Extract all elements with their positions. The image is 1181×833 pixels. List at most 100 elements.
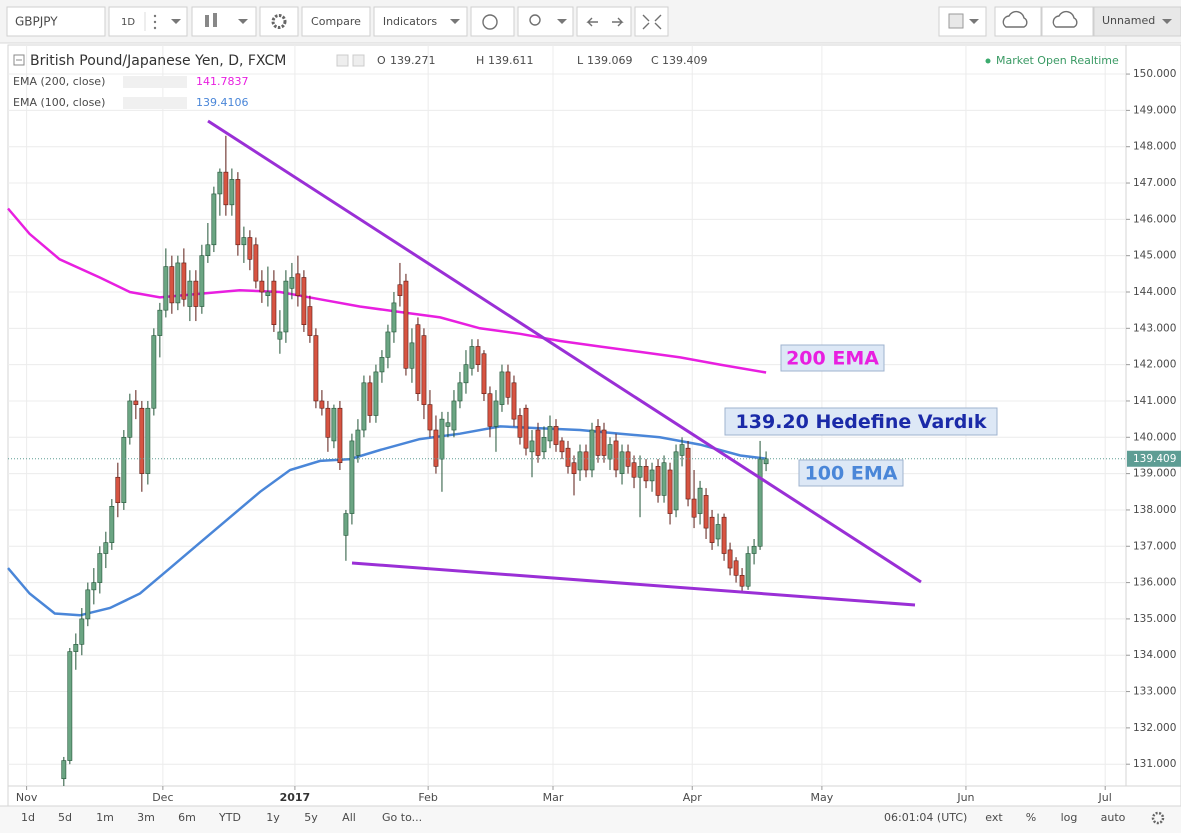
candle-body bbox=[151, 335, 157, 409]
candle-body bbox=[721, 516, 727, 554]
layout[interactable]: Unnamed bbox=[1102, 14, 1155, 27]
candle-body bbox=[157, 309, 163, 336]
range-button[interactable]: YTD bbox=[218, 811, 241, 824]
load-layout[interactable] bbox=[994, 6, 1042, 37]
option-button[interactable]: auto bbox=[1101, 811, 1126, 824]
candle-body bbox=[709, 516, 715, 543]
settings-button[interactable] bbox=[259, 6, 299, 37]
x-tick-label: Dec bbox=[152, 791, 173, 804]
indicators[interactable]: Indicators bbox=[383, 15, 438, 28]
chart-title: British Pound/Japanese Yen, D, FXCM bbox=[30, 53, 286, 69]
alert-button[interactable] bbox=[470, 6, 515, 37]
candle-body bbox=[145, 407, 151, 474]
candle-body bbox=[217, 171, 223, 195]
y-tick-label: 150.000 bbox=[1133, 68, 1176, 80]
y-tick-label: 149.000 bbox=[1133, 104, 1176, 116]
candle-body bbox=[241, 237, 247, 246]
x-tick-label: 2017 bbox=[280, 791, 311, 804]
symbol-button[interactable]: GBPJPY bbox=[6, 6, 106, 37]
candle-body bbox=[409, 342, 415, 369]
legend-button[interactable] bbox=[336, 54, 349, 67]
interval[interactable]: 1D bbox=[121, 17, 135, 28]
candle-body bbox=[187, 280, 193, 307]
candle-body bbox=[73, 644, 79, 652]
candle-body bbox=[595, 426, 601, 456]
candle-body bbox=[601, 429, 607, 456]
candle-body bbox=[697, 487, 703, 514]
candle-body bbox=[229, 179, 235, 206]
option-button[interactable]: ext bbox=[985, 811, 1003, 824]
interval-button[interactable]: 1D bbox=[108, 6, 188, 37]
compare-button[interactable]: Compare bbox=[301, 6, 371, 37]
indicator-buttons[interactable] bbox=[123, 97, 187, 109]
fullscreen-button[interactable] bbox=[634, 6, 669, 37]
plot bbox=[7, 135, 1125, 786]
range-button[interactable]: 1m bbox=[96, 811, 114, 824]
save-layout[interactable] bbox=[1041, 6, 1094, 37]
indicator-name: EMA (200, close) bbox=[13, 75, 105, 88]
candle-body bbox=[259, 280, 265, 293]
range-button[interactable]: 6m bbox=[178, 811, 196, 824]
y-tick-label: 145.000 bbox=[1133, 250, 1176, 262]
layout-name[interactable]: Unnamed bbox=[1093, 6, 1181, 37]
y-tick-label: 134.000 bbox=[1133, 649, 1176, 661]
candle-body bbox=[535, 429, 541, 456]
candle-body bbox=[313, 335, 319, 402]
compare[interactable]: Compare bbox=[311, 15, 361, 28]
candle-body bbox=[121, 436, 127, 503]
candle-body bbox=[757, 458, 763, 547]
market-status: Market Open Realtime bbox=[996, 54, 1119, 67]
candle-body bbox=[247, 237, 253, 260]
candle-body bbox=[61, 760, 67, 780]
candle-body bbox=[397, 284, 403, 296]
range-button[interactable]: 1d bbox=[21, 811, 35, 824]
undo-redo[interactable] bbox=[576, 6, 632, 37]
chart-style-button[interactable] bbox=[191, 6, 257, 37]
candle-body bbox=[343, 513, 349, 536]
range-button[interactable]: 5d bbox=[58, 811, 72, 824]
candle-body bbox=[763, 458, 769, 465]
candle-body bbox=[211, 193, 217, 246]
y-tick-label: 137.000 bbox=[1133, 540, 1176, 552]
candle-body bbox=[115, 476, 121, 503]
annotation-text: 139.20 Hedefine Vardık bbox=[736, 411, 987, 433]
footer-settings[interactable] bbox=[1151, 811, 1165, 825]
candle-body bbox=[367, 382, 373, 416]
candle-body bbox=[673, 451, 679, 511]
y-tick-label: 133.000 bbox=[1133, 686, 1176, 698]
x-tick-label: May bbox=[811, 791, 834, 804]
option-button[interactable]: % bbox=[1026, 811, 1036, 824]
candle-body bbox=[445, 422, 451, 427]
candle-body bbox=[649, 469, 655, 482]
symbol[interactable]: GBPJPY bbox=[15, 15, 58, 29]
candle-body bbox=[607, 444, 613, 460]
candle-body bbox=[637, 466, 643, 478]
indicators-button[interactable]: Indicators bbox=[373, 6, 468, 37]
clock: 06:01:04 (UTC) bbox=[884, 811, 967, 824]
option-button[interactable]: log bbox=[1061, 811, 1078, 824]
y-tick-label: 136.000 bbox=[1133, 577, 1176, 589]
ideas-button[interactable] bbox=[517, 6, 574, 37]
candle-body bbox=[373, 371, 379, 416]
range-button[interactable]: 3m bbox=[137, 811, 155, 824]
candle-body bbox=[451, 400, 457, 431]
range-button[interactable]: All bbox=[342, 811, 356, 824]
candle-body bbox=[163, 266, 169, 311]
candle-body bbox=[361, 382, 367, 431]
indicator-value: 141.7837 bbox=[196, 75, 249, 88]
candle-body bbox=[325, 407, 331, 438]
indicator-buttons[interactable] bbox=[123, 76, 187, 88]
ohlc-value: 139.409 bbox=[662, 54, 708, 67]
candle-body bbox=[493, 400, 499, 427]
y-tick-label: 132.000 bbox=[1133, 722, 1176, 734]
range-button[interactable]: 5y bbox=[304, 811, 318, 824]
candle-body bbox=[631, 462, 637, 478]
drawing-style[interactable] bbox=[938, 6, 987, 37]
ema-line bbox=[7, 207, 767, 374]
candle-body bbox=[505, 371, 511, 398]
goto-button[interactable]: Go to... bbox=[382, 811, 422, 824]
legend-button[interactable] bbox=[352, 54, 365, 67]
bottom-toolbar bbox=[0, 806, 1181, 833]
range-button[interactable]: 1y bbox=[266, 811, 280, 824]
candle-body bbox=[91, 582, 97, 591]
